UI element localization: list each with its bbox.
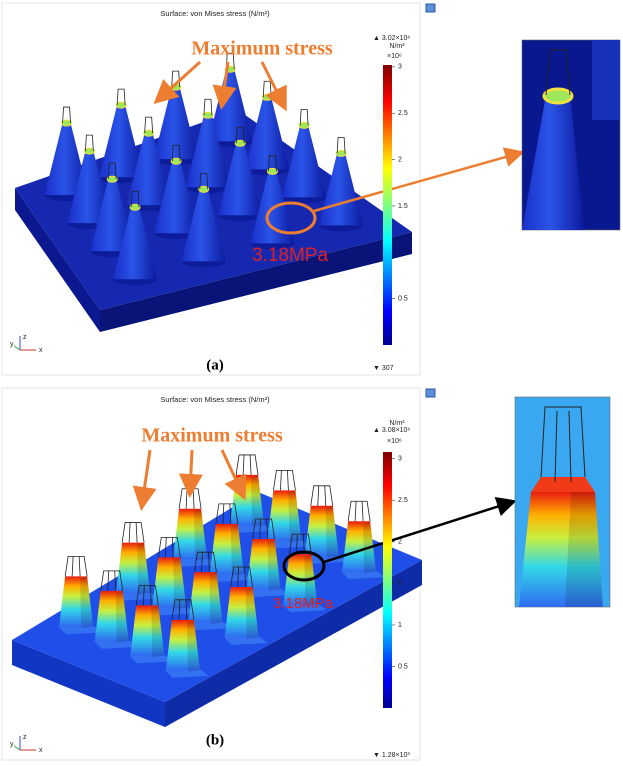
colorbar-tick-label: 5 xyxy=(398,580,402,587)
colorbar-tick-label: 3 xyxy=(398,64,402,71)
inset-tip xyxy=(544,89,572,103)
colorbar-tick-label: 2.5 xyxy=(398,497,408,504)
colorbar-tick-label: 3 xyxy=(398,455,402,462)
colorbar-tick-label: 2.5 xyxy=(398,110,408,117)
annotation-arrow xyxy=(190,450,192,492)
panel-b: Surface: von Mises stress (N/m²) Maximum … xyxy=(2,388,610,760)
colorbar-unit: N/m² xyxy=(389,420,405,427)
inset-bg xyxy=(592,40,620,120)
stress-value: 3.18MPa xyxy=(273,595,334,612)
toolbar-icon xyxy=(426,4,435,12)
axis-z: z xyxy=(23,334,27,341)
colorbar-tick-label: 1.5 xyxy=(398,203,408,210)
stress-value: 3.18MPa xyxy=(252,245,328,266)
plot-title: Surface: von Mises stress (N/m²) xyxy=(160,395,270,404)
colorbar-min: ▼ 307 xyxy=(373,365,394,372)
colorbar-scale: ×10⁶ xyxy=(387,53,402,60)
axis-z: z xyxy=(23,734,27,741)
annotation: Maximum stress xyxy=(191,38,332,60)
colorbar-max: ▲ 3.02×10⁶ xyxy=(373,35,410,42)
annotation: Maximum stress xyxy=(141,425,282,447)
toolbar-icon xyxy=(426,389,435,397)
plot-title: Surface: von Mises stress (N/m²) xyxy=(160,9,270,18)
colorbar-unit: N/m² xyxy=(389,43,405,50)
panel-label: (b) xyxy=(206,732,224,748)
axis-x: x xyxy=(39,747,43,754)
colorbar-scale: ×10⁶ xyxy=(387,438,402,445)
colorbar xyxy=(383,65,392,345)
axis-y: y xyxy=(10,741,14,748)
figure: Surface: von Mises stress (N/m²) Maximum … xyxy=(0,0,623,766)
colorbar-max: ▲ 3.08×10⁶ xyxy=(373,427,410,434)
colorbar-tick-label: 0.5 xyxy=(398,296,408,303)
colorbar-tick-label: 0.5 xyxy=(398,663,408,670)
colorbar xyxy=(383,452,392,708)
colorbar-tick-label: 2 xyxy=(398,156,402,163)
axis-y: y xyxy=(10,341,14,348)
colorbar-tick-label: 2 xyxy=(398,539,402,546)
panel-label: (a) xyxy=(206,357,224,373)
inset-top xyxy=(531,477,595,492)
colorbar-tick-label: 1 xyxy=(398,622,402,629)
panel-a: Surface: von Mises stress (N/m²) Maximum … xyxy=(2,3,620,375)
axis-x: x xyxy=(39,347,43,354)
colorbar-min: ▼ 1.28×10³ xyxy=(373,752,410,759)
